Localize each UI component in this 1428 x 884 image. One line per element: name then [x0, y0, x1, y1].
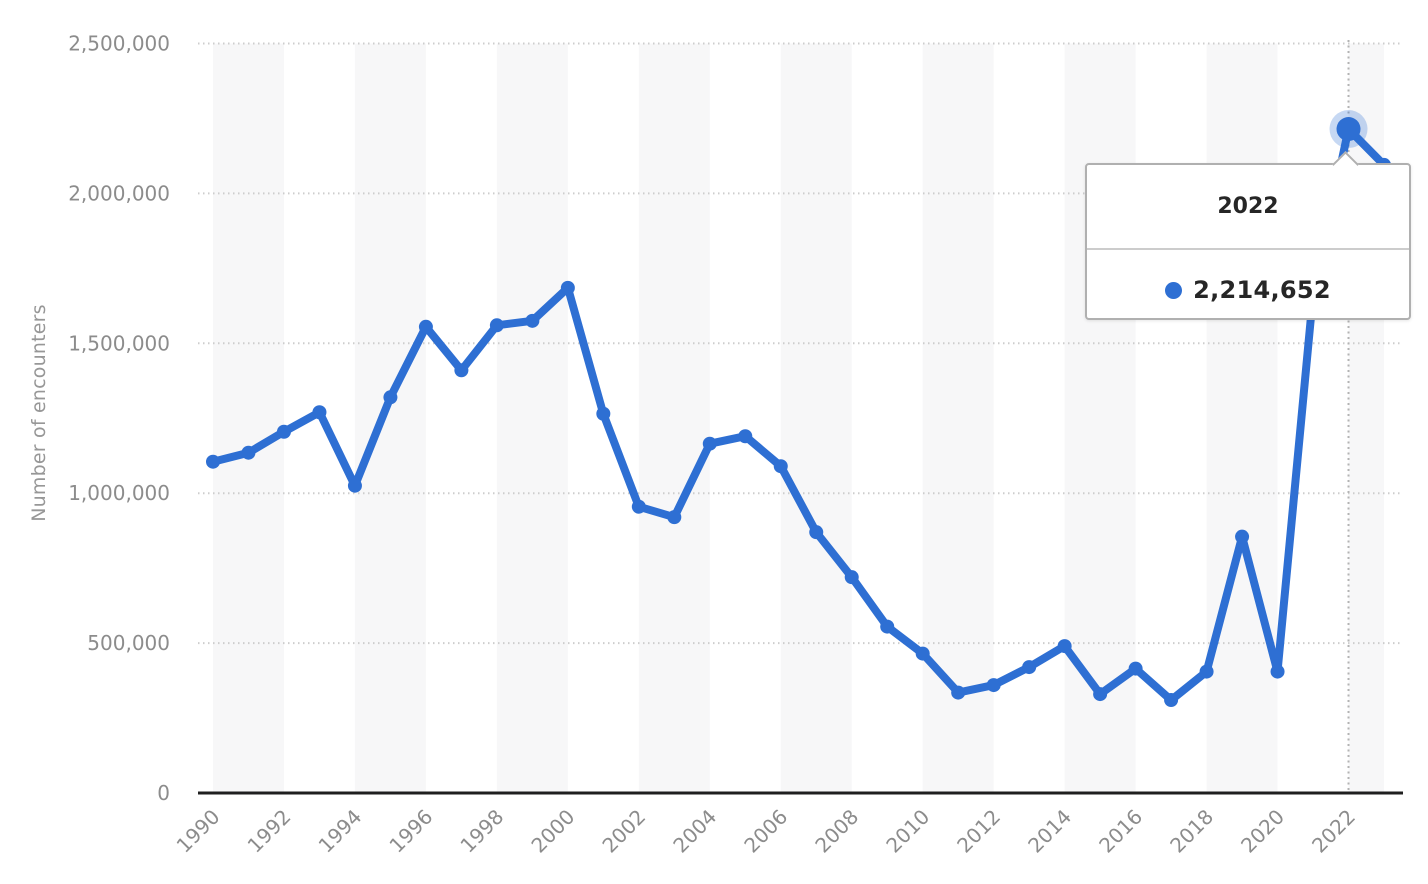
alt-band — [354, 43, 426, 793]
y-tick-label: 500,000 — [87, 631, 170, 655]
x-tick-label: 2016 — [1094, 805, 1147, 858]
alt-band — [496, 43, 568, 793]
data-point-2003[interactable] — [667, 510, 682, 525]
data-point-2016[interactable] — [1128, 661, 1143, 676]
data-point-2005[interactable] — [738, 429, 753, 444]
data-point-2019[interactable] — [1235, 529, 1250, 544]
x-tick-label: 2020 — [1236, 805, 1289, 858]
data-point-1998[interactable] — [489, 318, 504, 333]
x-tick-label: 2022 — [1307, 805, 1360, 858]
data-point-2013[interactable] — [1022, 660, 1037, 675]
series-line — [209, 125, 1388, 705]
data-point-2008[interactable] — [844, 570, 859, 585]
y-tick-label: 1,500,000 — [68, 331, 170, 355]
data-point-1992[interactable] — [276, 424, 291, 439]
data-point-2018[interactable] — [1199, 664, 1214, 679]
y-tick-label: 1,000,000 — [68, 481, 170, 505]
data-point-2002[interactable] — [631, 499, 646, 514]
tooltip-value: 2,214,652 — [1193, 276, 1331, 304]
data-point-1993[interactable] — [312, 405, 327, 420]
data-point-2000[interactable] — [560, 280, 575, 295]
alt-band — [922, 43, 994, 793]
y-axis-title: Number of encounters — [28, 304, 50, 522]
data-point-2015[interactable] — [1093, 687, 1108, 702]
alt-band — [1206, 43, 1278, 793]
data-point-1994[interactable] — [347, 478, 362, 493]
data-point-2004[interactable] — [702, 436, 717, 451]
data-point-1990[interactable] — [206, 454, 220, 469]
y-tick-label: 2,000,000 — [68, 181, 170, 205]
x-tick-label: 2004 — [668, 805, 721, 858]
x-tick-label: 2012 — [952, 805, 1005, 858]
data-point-2001[interactable] — [596, 406, 611, 421]
alt-band — [638, 43, 710, 793]
data-point-2017[interactable] — [1164, 693, 1179, 708]
x-tick-label: 1992 — [243, 805, 296, 858]
x-tick-label: 2000 — [526, 805, 579, 858]
data-point-2020[interactable] — [1270, 664, 1285, 679]
x-tick-label: 2018 — [1165, 805, 1218, 858]
data-point-2011[interactable] — [951, 685, 966, 700]
data-point-1991[interactable] — [241, 445, 256, 460]
y-tick-label: 2,500,000 — [68, 32, 170, 56]
tooltip-value-row: 2,214,652 — [1087, 250, 1409, 316]
data-point-2009[interactable] — [880, 619, 895, 634]
x-tick-label: 2002 — [597, 805, 650, 858]
tooltip-year: 2022 — [1087, 165, 1409, 250]
x-tick-label: 2008 — [810, 805, 863, 858]
x-tick-label: 2014 — [1023, 805, 1076, 858]
tooltip: 2022 2,214,652 — [1085, 151, 1411, 320]
data-point-1999[interactable] — [525, 313, 540, 328]
highlight-point[interactable] — [1336, 117, 1361, 142]
alt-band — [780, 43, 852, 793]
data-point-2012[interactable] — [986, 678, 1001, 693]
x-tick-label: 2010 — [881, 805, 934, 858]
data-point-1995[interactable] — [383, 390, 398, 405]
x-tick-label: 1994 — [314, 805, 367, 858]
data-point-2014[interactable] — [1057, 639, 1072, 654]
y-tick-label: 0 — [157, 781, 170, 805]
data-point-2007[interactable] — [809, 525, 824, 540]
x-tick-label: 1990 — [172, 805, 225, 858]
series-marker-icon — [1165, 281, 1183, 299]
x-tick-label: 1996 — [384, 805, 437, 858]
data-point-2010[interactable] — [915, 646, 930, 661]
data-point-1997[interactable] — [454, 363, 469, 378]
data-point-1996[interactable] — [418, 319, 433, 334]
x-tick-label: 1998 — [455, 805, 508, 858]
alt-band — [213, 43, 284, 793]
data-point-2006[interactable] — [773, 459, 788, 474]
x-tick-label: 2006 — [739, 805, 792, 858]
